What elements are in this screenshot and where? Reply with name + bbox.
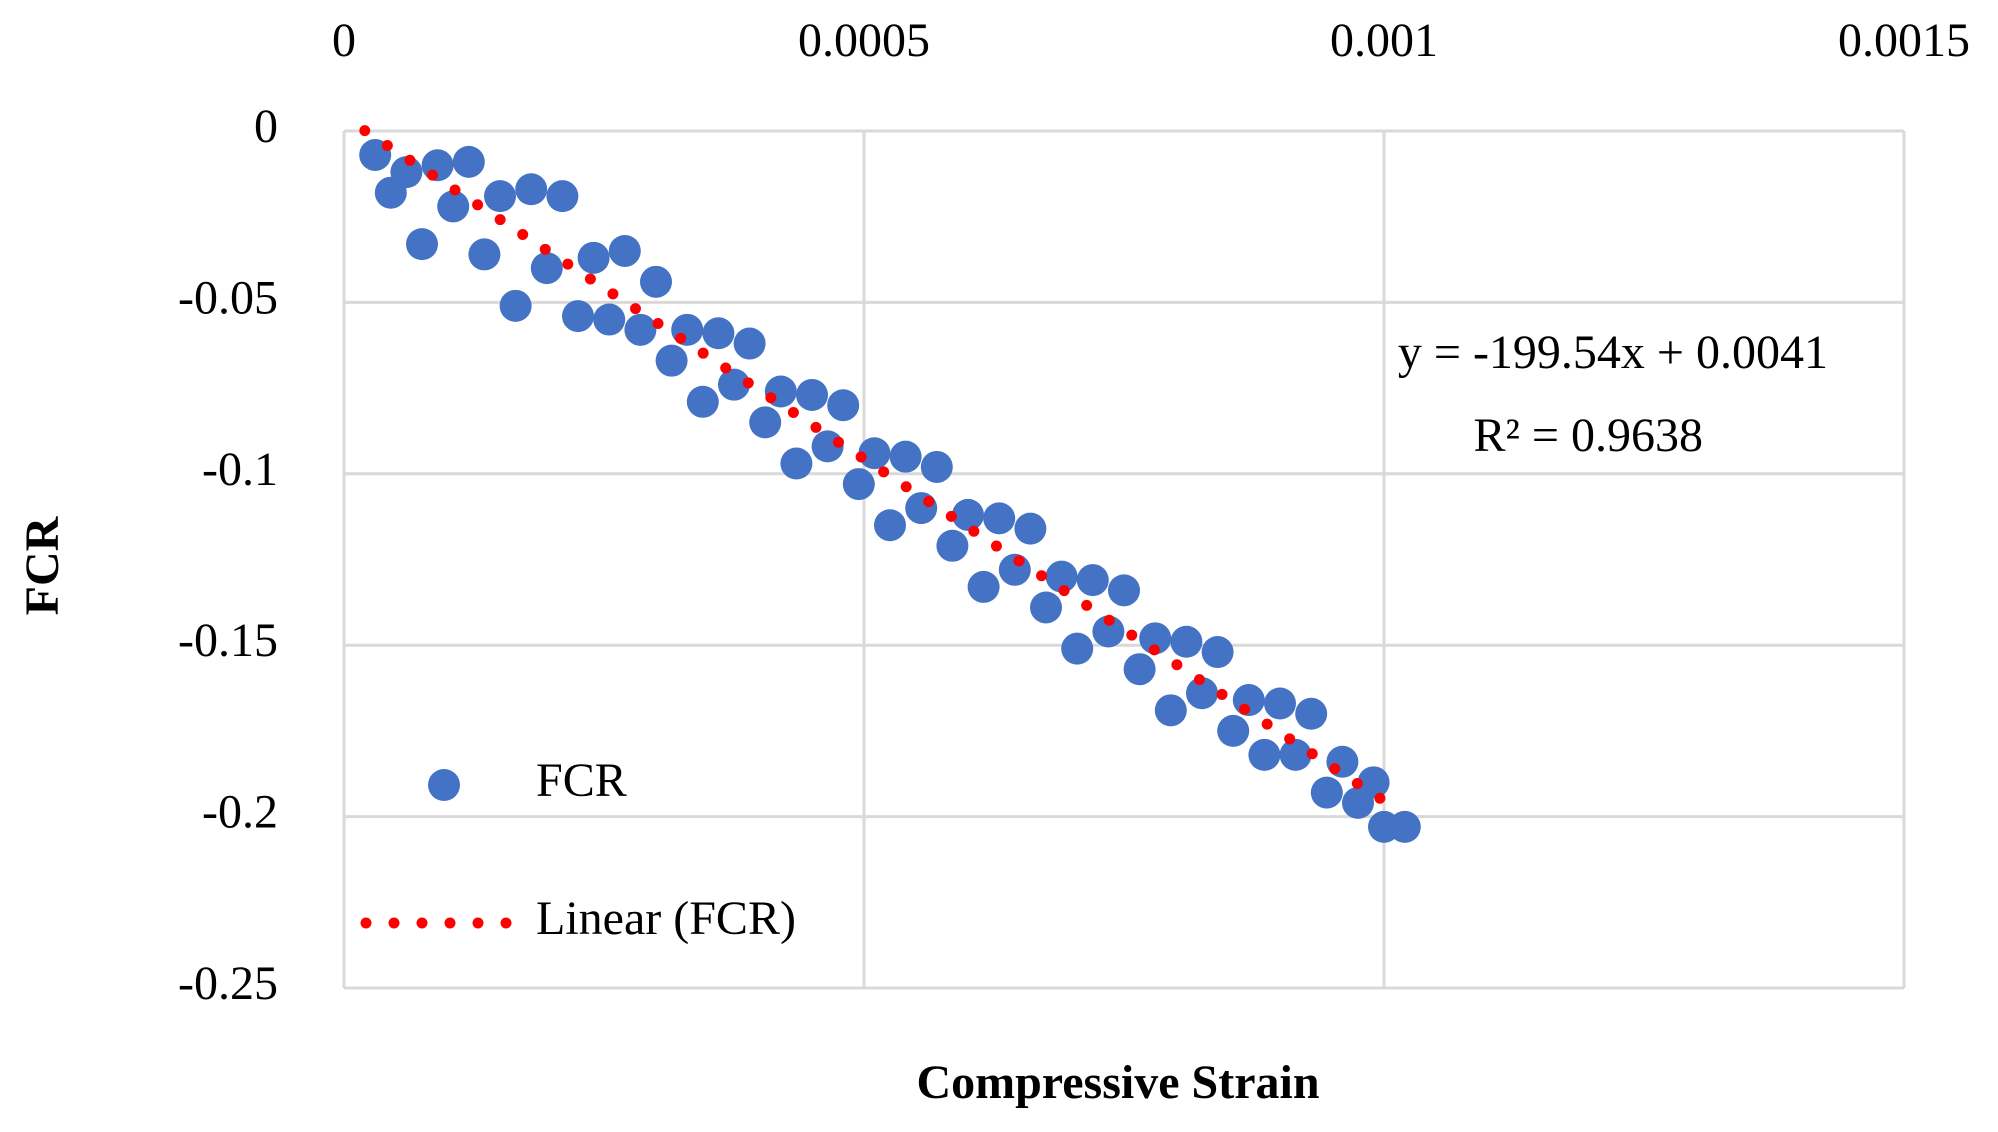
data-point (967, 570, 1000, 603)
data-point (593, 303, 626, 336)
x-axis-label: Compressive Strain (916, 1056, 1319, 1109)
data-point (920, 450, 953, 483)
data-point (608, 234, 641, 267)
data-point (1092, 615, 1125, 648)
data-point (577, 241, 610, 274)
data-point (874, 509, 906, 542)
data-point (780, 447, 813, 480)
data-point (468, 238, 501, 271)
data-point (702, 317, 735, 350)
data-point (452, 145, 485, 178)
data-point (390, 156, 423, 189)
data-point (1201, 636, 1234, 669)
y-tick-label: -0.2 (202, 786, 278, 839)
data-point (640, 265, 672, 298)
x-tick-label: 0.0005 (798, 14, 930, 67)
trendline (359, 125, 1390, 807)
data-point (1170, 625, 1203, 658)
y-tick-label: -0.25 (178, 957, 278, 1010)
legend-label: Linear (FCR) (536, 892, 796, 945)
y-tick-label: -0.15 (178, 614, 278, 667)
y-axis-label: FCR (16, 515, 69, 615)
data-point (484, 180, 516, 213)
data-point (842, 468, 875, 501)
data-point (1030, 591, 1062, 624)
data-point (1045, 560, 1078, 593)
data-point (1357, 766, 1390, 799)
legend-marker (428, 769, 460, 801)
data-point (1326, 745, 1359, 778)
data-point (1076, 564, 1109, 597)
data-point (1295, 697, 1328, 730)
data-point (562, 300, 594, 333)
data-point (1123, 653, 1156, 686)
data-point (827, 389, 860, 422)
data-point (905, 492, 938, 525)
trendline-equation: y = -199.54x + 0.0041 (1398, 326, 1828, 379)
data-point (499, 289, 532, 322)
r-squared: R² = 0.9638 (1474, 409, 1703, 462)
data-point (437, 190, 470, 223)
data-point (515, 173, 548, 206)
data-point (936, 529, 969, 562)
data-point (889, 440, 922, 473)
data-point (1217, 714, 1250, 747)
data-point (1154, 694, 1187, 727)
data-point (1264, 687, 1296, 720)
x-tick-label: 0 (332, 14, 356, 67)
data-point (1310, 776, 1343, 809)
data-point (983, 502, 1016, 535)
x-tick-label: 0.001 (1330, 14, 1438, 67)
data-point (796, 378, 828, 411)
data-point (686, 385, 719, 418)
data-point (530, 252, 563, 285)
legend-label: FCR (536, 754, 627, 807)
data-point (624, 313, 657, 346)
data-point (1061, 632, 1094, 665)
x-tick-label: 0.0015 (1838, 14, 1970, 67)
y-tick-label: -0.05 (178, 271, 278, 324)
data-point (1108, 574, 1140, 607)
data-point (952, 498, 984, 531)
data-point (733, 327, 766, 360)
y-tick-label: 0 (254, 100, 278, 153)
data-point (1388, 810, 1421, 843)
data-point (749, 406, 782, 439)
data-point (718, 368, 750, 401)
y-tick-label: -0.1 (202, 443, 278, 496)
data-point (1279, 738, 1312, 771)
data-point (546, 180, 579, 213)
data-point (655, 344, 688, 377)
data-point (1139, 622, 1172, 655)
data-point (406, 228, 438, 261)
data-point (1186, 677, 1218, 710)
data-point (858, 437, 891, 470)
data-point (1248, 738, 1281, 771)
data-point (1014, 512, 1047, 545)
